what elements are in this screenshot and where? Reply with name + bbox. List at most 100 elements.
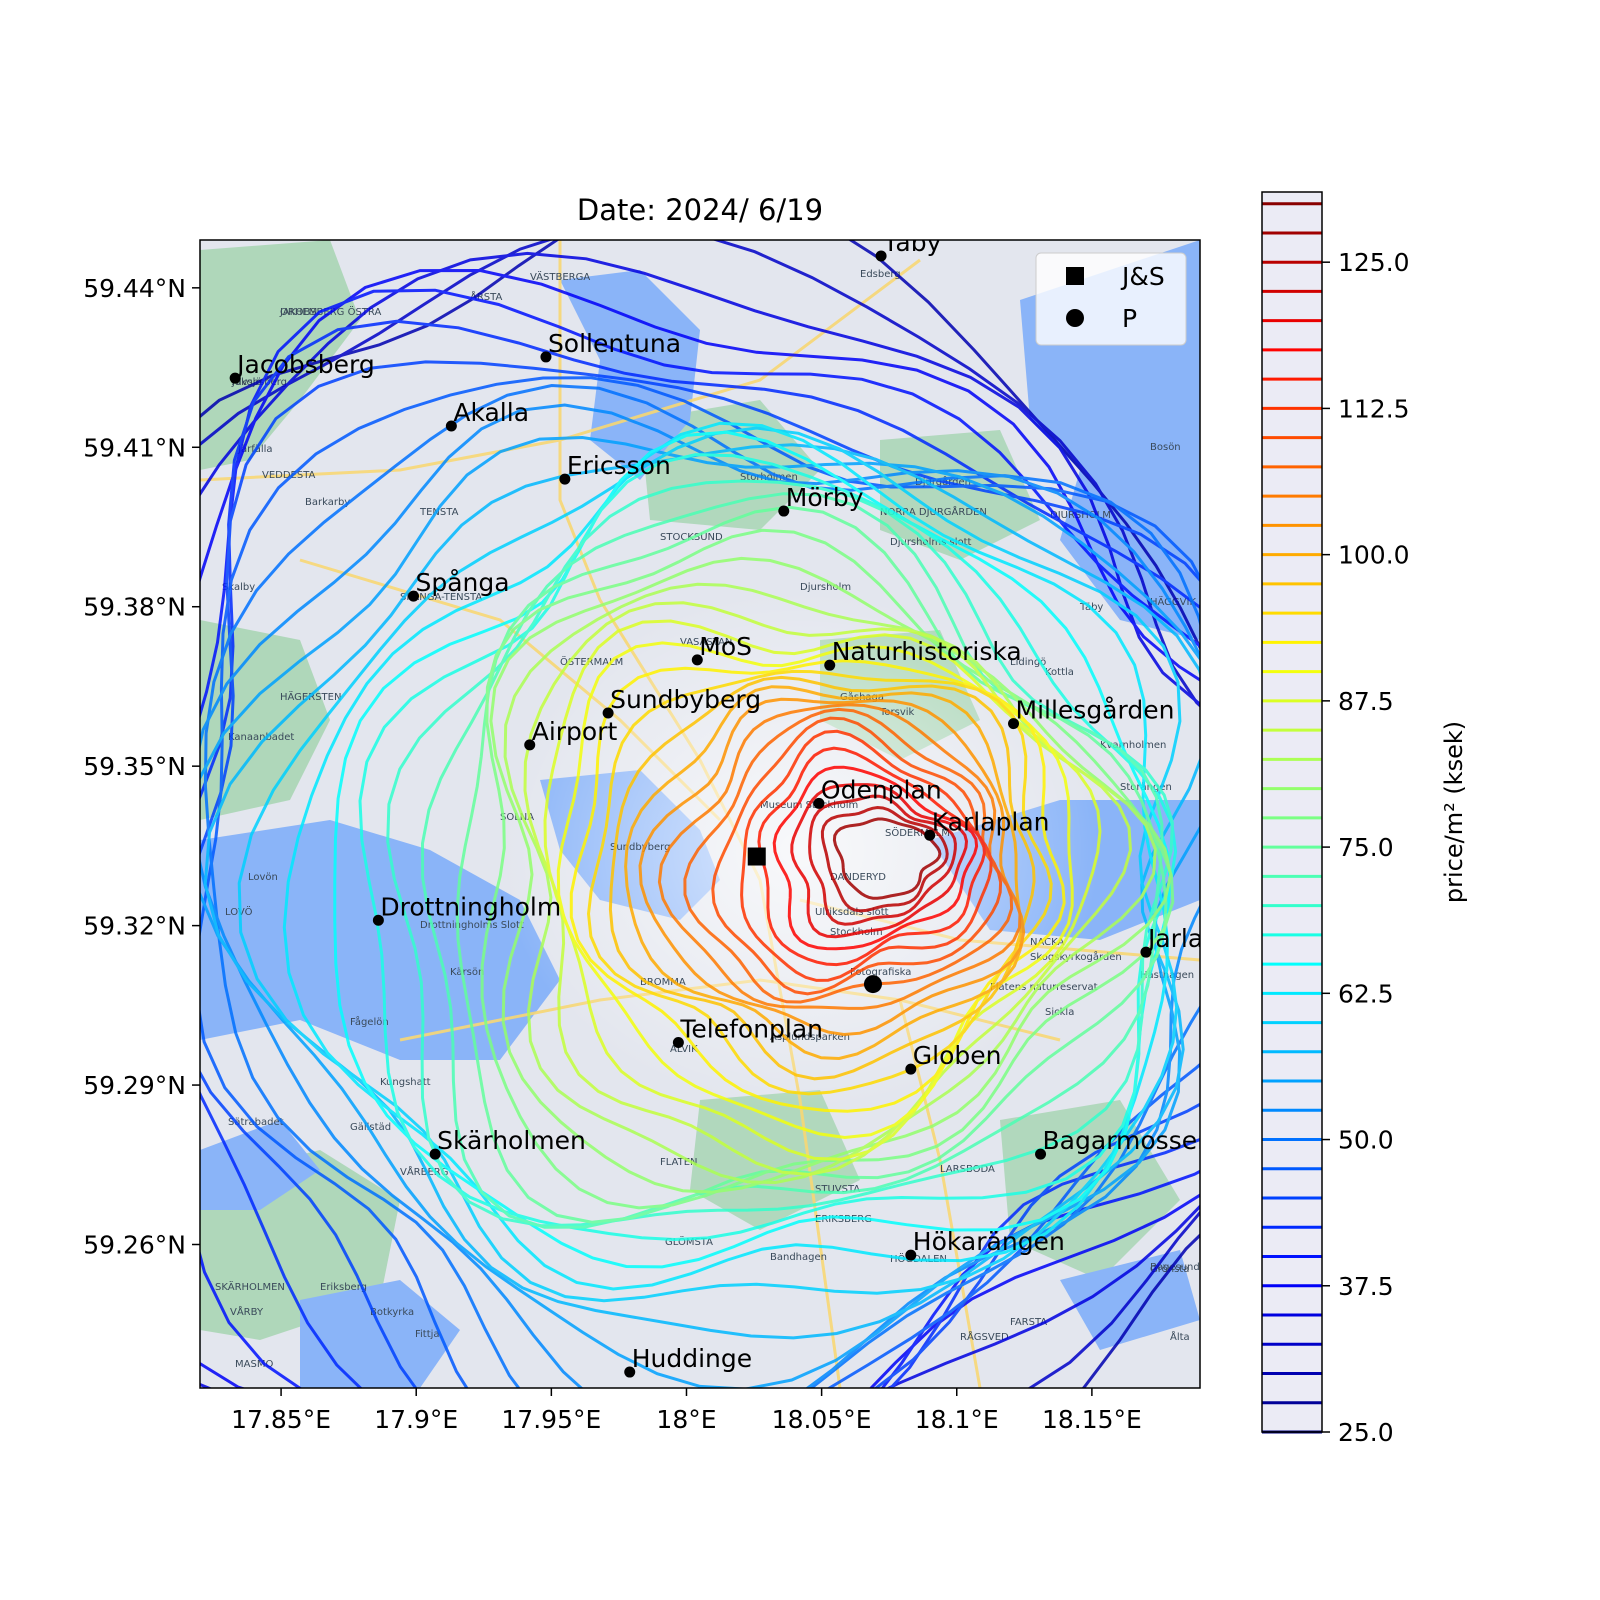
basemap-label: DJURSHOLM	[1050, 510, 1111, 521]
x-tick-label: 17.95°E	[501, 1405, 601, 1434]
basemap-label: Djursholm	[800, 582, 851, 593]
y-tick-label: 59.32°N	[83, 912, 186, 941]
basemap-label: Storängen	[1120, 782, 1172, 793]
contour-level	[200, 435, 1200, 1388]
colorbar-tick-label: 87.5	[1338, 687, 1394, 716]
place-label: Akalla	[453, 398, 529, 427]
basemap-label: Ulriksdals slott	[815, 907, 889, 918]
place-label: Drottningholm	[380, 892, 561, 921]
basemap-label: SKÄRHOLMEN	[215, 1280, 285, 1293]
place-label: Jarlaberg	[1146, 924, 1260, 953]
basemap-label: BROMMA	[640, 977, 686, 988]
basemap-label: FARSTA	[1010, 1317, 1047, 1328]
contour-level	[790, 783, 969, 939]
basemap-label: Lovön	[248, 872, 278, 883]
legend-label-p: P	[1122, 304, 1137, 333]
colorbar-tick-label: 37.5	[1338, 1272, 1394, 1301]
legend: J&S P	[1035, 252, 1187, 346]
p-marker[interactable]	[863, 975, 882, 994]
place-dot	[429, 1148, 441, 1160]
contour-level	[711, 716, 1003, 996]
contour-level	[608, 675, 1036, 1081]
contour-level	[638, 697, 1026, 1037]
place-dot	[905, 1249, 917, 1261]
x-tick-label: 17.85°E	[231, 1405, 331, 1434]
basemap-label: HÄGGVIK	[1150, 595, 1196, 608]
map-area[interactable]: JAKOBSBERG ÖSTRAJakobsbergJärfällaVEDDES…	[0, 191, 1423, 1506]
basemap-label: FLATEN	[660, 1157, 698, 1168]
city-center-glow	[500, 590, 1100, 1110]
basemap-label: Bandhagen	[770, 1252, 827, 1263]
x-tick-label: 18.1°E	[915, 1405, 999, 1434]
basemap-label: Sätrabadet	[228, 1117, 284, 1128]
basemap-label: VÅRBY	[230, 1305, 264, 1318]
place-dot	[1035, 1148, 1047, 1160]
x-tick-label: 17.9°E	[374, 1405, 458, 1434]
basemap-label: Kottla	[1045, 667, 1074, 678]
basemap-label: Edsberg	[860, 269, 901, 280]
basemap-label: Botkyrka	[370, 1307, 414, 1318]
legend-label-js: J&S	[1120, 262, 1165, 291]
place-label: Bagarmossen	[1043, 1126, 1213, 1155]
basemap-label: ORHEM	[280, 307, 317, 318]
js-marker[interactable]	[747, 847, 766, 866]
legend-circle-marker	[1066, 309, 1084, 327]
basemap-label: Bosön	[1150, 442, 1181, 453]
place-dot	[408, 590, 420, 602]
basemap-label: Djursholms slott	[890, 537, 972, 548]
basemap-label: VEDDESTA	[262, 470, 316, 481]
contour-level	[503, 582, 1157, 1185]
water-south-bay	[300, 1280, 460, 1388]
basemap-label: Ålta	[1170, 1330, 1190, 1343]
chart-title: Date: 2024/ 6/19	[577, 193, 823, 227]
contour-level	[200, 360, 1200, 1388]
y-tick-label: 59.44°N	[83, 274, 186, 303]
contour-level	[420, 492, 1164, 1229]
contour-level	[489, 556, 1173, 1194]
place-label: Ericsson	[567, 451, 671, 480]
basemap-label: DANDERYD	[830, 872, 886, 883]
colorbar-tick-label: 75.0	[1338, 833, 1394, 862]
colorbar-frame	[1261, 191, 1323, 1433]
colorbar-tick-label: 50.0	[1338, 1126, 1394, 1155]
contour-level	[586, 669, 1053, 1096]
basemap-label: ALVIK	[670, 1044, 698, 1055]
basemap-label: Bogesunds naturr	[1150, 1262, 1240, 1273]
place-dot	[691, 654, 703, 666]
basemap-label: VASASTAN	[680, 637, 732, 648]
basemap-label: Flatens naturreservat	[990, 982, 1098, 993]
basemap-label: Fotografiska	[850, 967, 911, 978]
x-tick-label: 18.05°E	[772, 1405, 872, 1434]
place-dot	[875, 250, 887, 262]
basemap-label: HÖGDALEN	[890, 1252, 947, 1265]
place-label: Huddinge	[632, 1344, 752, 1373]
basemap-label: Gällstäd	[350, 1122, 391, 1133]
place-label: MoS	[699, 632, 752, 661]
basemap-label: NACKA	[1030, 937, 1065, 948]
place-dot	[813, 797, 825, 809]
y-tick-label: 59.29°N	[83, 1071, 186, 1100]
place-label: Naturhistoriska	[832, 637, 1022, 666]
y-tick-label: 59.38°N	[83, 593, 186, 622]
place-label: Jacobsberg	[235, 350, 375, 379]
contour-level	[569, 659, 1066, 1113]
contour-level	[820, 805, 949, 913]
place-dot	[672, 1037, 684, 1049]
place-dot	[229, 372, 241, 384]
contour-level	[740, 729, 993, 982]
basemap-label: Eriksberg	[320, 1282, 367, 1293]
basemap-label: RÅGSVED	[960, 1330, 1009, 1343]
place-label: Airport	[532, 717, 618, 746]
basemap-label: ERIKSBERG	[815, 1214, 872, 1225]
basemap-label: MASMO	[235, 1359, 273, 1370]
contour-level	[237, 426, 1182, 1303]
place-dot	[924, 829, 936, 841]
basemap-label: Barkarby	[305, 497, 350, 508]
basemap-label: Kanaanbadet	[228, 732, 294, 743]
contour-level	[200, 251, 1200, 1388]
contour-level	[200, 240, 1200, 1388]
basemap-label: Skalby	[222, 582, 255, 593]
contour-level	[200, 240, 1200, 1388]
basemap-label: SPÅNGA-TENSTA	[400, 590, 482, 603]
basemap-label: TENSTA	[419, 507, 459, 518]
